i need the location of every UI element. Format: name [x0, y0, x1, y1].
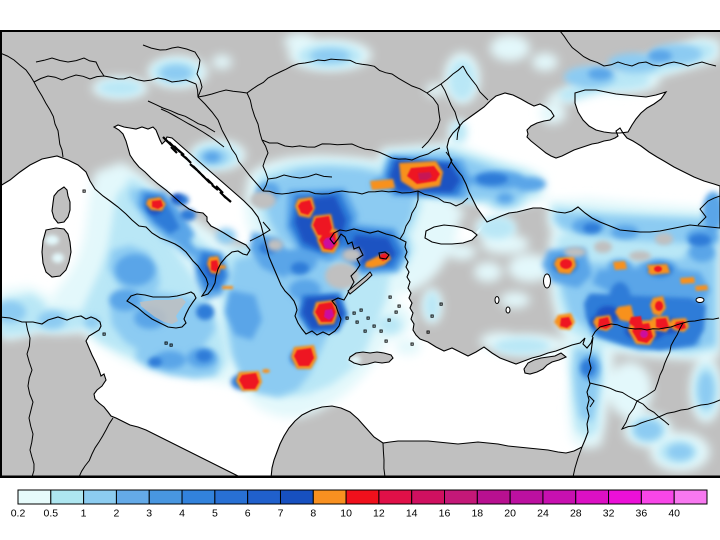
svg-text:5: 5: [212, 508, 218, 520]
svg-text:28: 28: [570, 508, 582, 520]
svg-text:4: 4: [179, 508, 185, 520]
svg-text:24: 24: [537, 508, 549, 520]
svg-text:14: 14: [406, 508, 418, 520]
svg-text:6: 6: [245, 508, 251, 520]
svg-text:0.2: 0.2: [11, 508, 26, 520]
svg-text:2: 2: [113, 508, 119, 520]
svg-text:10: 10: [340, 508, 352, 520]
svg-text:40: 40: [668, 508, 680, 520]
svg-text:16: 16: [439, 508, 451, 520]
svg-text:20: 20: [504, 508, 516, 520]
svg-text:7: 7: [278, 508, 284, 520]
svg-text:12: 12: [373, 508, 385, 520]
svg-text:36: 36: [636, 508, 648, 520]
svg-text:1: 1: [81, 508, 87, 520]
svg-text:3: 3: [146, 508, 152, 520]
svg-text:8: 8: [310, 508, 316, 520]
svg-text:32: 32: [603, 508, 615, 520]
svg-text:18: 18: [471, 508, 483, 520]
svg-text:0.5: 0.5: [43, 508, 58, 520]
